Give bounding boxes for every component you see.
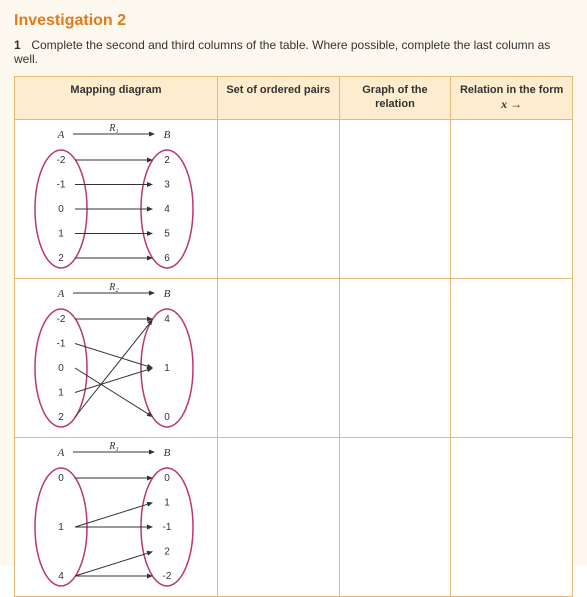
svg-text:0: 0	[58, 473, 64, 484]
svg-text:R₂: R₂	[108, 283, 119, 293]
cell-mapping: A B R₁ -2 -1 0 1 2 2 3 4 5 6	[15, 119, 218, 278]
table-row: A B R₂ -2 -1 0 1 2 4 1 0	[15, 278, 573, 437]
investigation-title: Investigation 2	[14, 12, 573, 30]
header-rel-l2: x →	[501, 97, 522, 111]
cell-graph	[339, 437, 451, 596]
mapping-diagram-0: A B R₁ -2 -1 0 1 2 2 3 4 5 6	[19, 124, 209, 274]
header-graph-l1: Graph of the	[362, 84, 427, 96]
table-body: A B R₁ -2 -1 0 1 2 2 3 4 5 6 A B R₂ -2 -1 0 1 2 4 1 0 A B R₃ 0 1 4 0 1 -…	[15, 119, 573, 596]
svg-text:B: B	[164, 288, 171, 300]
svg-text:B: B	[164, 129, 171, 141]
svg-text:-2: -2	[163, 571, 172, 582]
svg-text:R₁: R₁	[108, 124, 119, 134]
svg-text:2: 2	[58, 412, 64, 423]
svg-text:-1: -1	[163, 522, 172, 533]
svg-text:A: A	[57, 288, 65, 300]
svg-text:6: 6	[164, 253, 170, 264]
header-rel-l1: Relation in the form	[460, 84, 563, 96]
page-container: Investigation 2 1 Complete the second an…	[0, 0, 587, 566]
table-row: A B R₁ -2 -1 0 1 2 2 3 4 5 6	[15, 119, 573, 278]
svg-text:2: 2	[58, 253, 64, 264]
mapping-diagram-1: A B R₂ -2 -1 0 1 2 4 1 0	[19, 283, 209, 433]
svg-text:0: 0	[164, 473, 170, 484]
svg-text:5: 5	[164, 228, 170, 239]
svg-text:-2: -2	[57, 155, 66, 166]
svg-text:-1: -1	[57, 179, 66, 190]
cell-graph	[339, 119, 451, 278]
svg-text:1: 1	[164, 363, 170, 374]
cell-pairs	[217, 278, 339, 437]
header-pairs: Set of ordered pairs	[217, 77, 339, 120]
cell-mapping: A B R₃ 0 1 4 0 1 -1 2 -2	[15, 437, 218, 596]
cell-relation	[451, 278, 573, 437]
svg-text:1: 1	[58, 387, 64, 398]
svg-text:R₃: R₃	[108, 442, 119, 452]
svg-text:-1: -1	[57, 338, 66, 349]
svg-text:1: 1	[58, 522, 64, 533]
cell-pairs	[217, 119, 339, 278]
svg-text:3: 3	[164, 179, 170, 190]
svg-text:2: 2	[164, 155, 170, 166]
cell-relation	[451, 119, 573, 278]
svg-text:4: 4	[164, 314, 170, 325]
svg-text:4: 4	[164, 204, 170, 215]
svg-text:2: 2	[164, 546, 170, 557]
header-mapping: Mapping diagram	[15, 77, 218, 120]
cell-graph	[339, 278, 451, 437]
header-relation: Relation in the form x →	[451, 77, 573, 120]
main-table: Mapping diagram Set of ordered pairs Gra…	[14, 76, 573, 597]
svg-text:0: 0	[58, 363, 64, 374]
svg-text:A: A	[57, 129, 65, 141]
cell-pairs	[217, 437, 339, 596]
svg-text:1: 1	[164, 497, 170, 508]
svg-text:4: 4	[58, 571, 64, 582]
instruction-text: Complete the second and third columns of…	[14, 38, 550, 66]
mapping-diagram-2: A B R₃ 0 1 4 0 1 -1 2 -2	[19, 442, 209, 592]
question-number: 1	[14, 38, 28, 52]
cell-mapping: A B R₂ -2 -1 0 1 2 4 1 0	[15, 278, 218, 437]
table-row: A B R₃ 0 1 4 0 1 -1 2 -2	[15, 437, 573, 596]
svg-text:1: 1	[58, 228, 64, 239]
instruction-line: 1 Complete the second and third columns …	[14, 38, 573, 66]
svg-text:B: B	[164, 447, 171, 459]
cell-relation	[451, 437, 573, 596]
header-row: Mapping diagram Set of ordered pairs Gra…	[15, 77, 573, 120]
header-graph: Graph of the relation	[339, 77, 451, 120]
svg-text:-2: -2	[57, 314, 66, 325]
svg-text:0: 0	[164, 412, 170, 423]
svg-text:0: 0	[58, 204, 64, 215]
svg-text:A: A	[57, 447, 65, 459]
header-graph-l2: relation	[375, 98, 415, 110]
